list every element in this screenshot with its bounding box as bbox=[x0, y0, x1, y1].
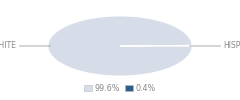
Legend: 99.6%, 0.4%: 99.6%, 0.4% bbox=[81, 80, 159, 96]
Wedge shape bbox=[120, 45, 192, 46]
Wedge shape bbox=[48, 16, 192, 76]
Text: WHITE: WHITE bbox=[0, 42, 50, 50]
Text: HISPANIC: HISPANIC bbox=[190, 42, 240, 50]
